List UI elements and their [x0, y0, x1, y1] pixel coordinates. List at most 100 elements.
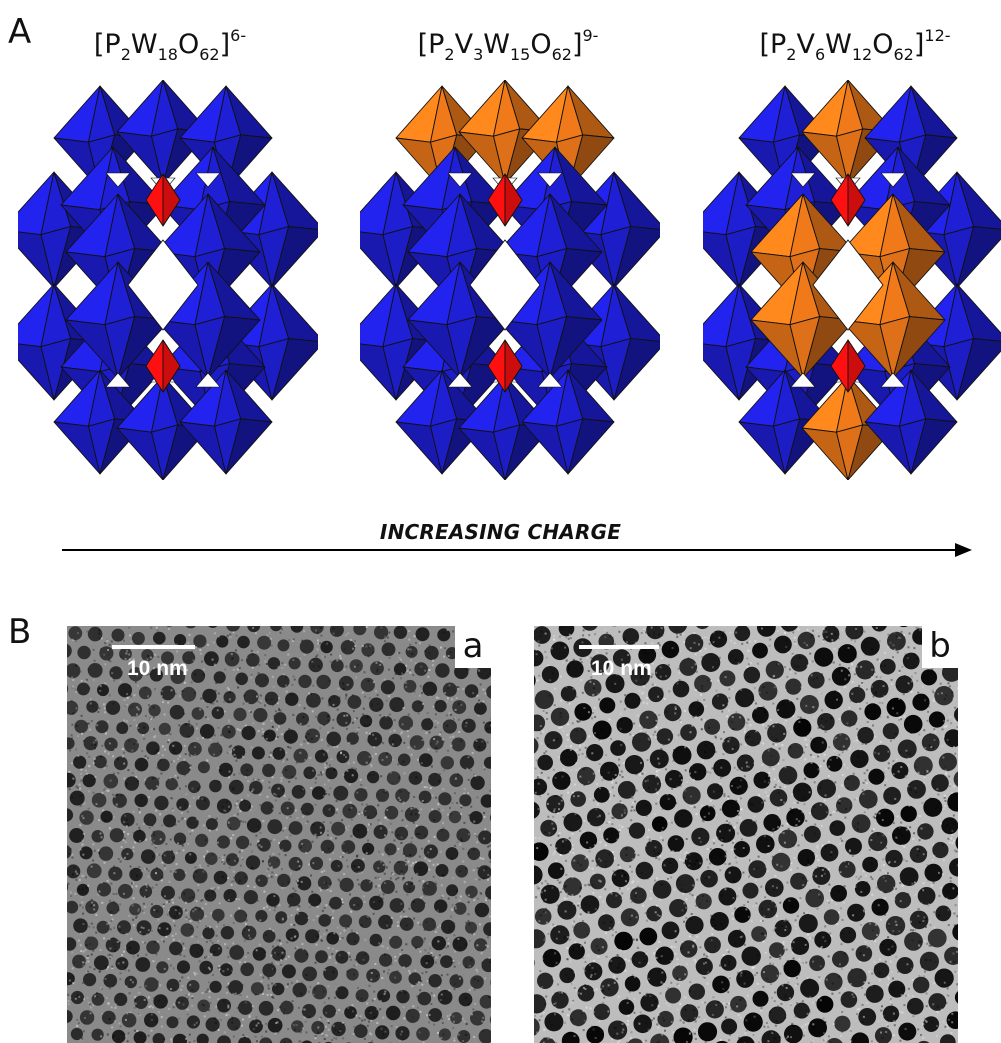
pore	[605, 674, 625, 694]
pore	[374, 626, 389, 640]
pore	[805, 888, 824, 908]
pore	[445, 847, 459, 860]
pore	[389, 898, 405, 913]
pore	[191, 707, 205, 720]
pore	[782, 897, 800, 914]
pore	[408, 972, 422, 985]
pore	[339, 877, 354, 892]
pore	[117, 683, 133, 698]
pore	[328, 695, 341, 708]
pore	[139, 885, 153, 898]
pore	[540, 819, 558, 837]
pore	[72, 954, 86, 969]
pore	[614, 931, 633, 951]
pore	[909, 845, 928, 863]
pore	[233, 707, 247, 721]
pore	[245, 855, 261, 870]
pore	[684, 852, 703, 871]
pore	[442, 719, 457, 734]
pore	[691, 827, 710, 846]
pore	[682, 786, 701, 805]
pore	[570, 791, 586, 807]
pore	[133, 1031, 147, 1043]
pore	[74, 719, 88, 734]
pore	[302, 966, 317, 982]
pore	[952, 923, 958, 941]
pore	[722, 736, 740, 754]
pore	[917, 823, 934, 840]
pore	[315, 950, 328, 964]
pore	[542, 948, 561, 968]
pore	[212, 908, 225, 922]
pore	[359, 714, 373, 728]
pore	[924, 863, 943, 882]
pore	[195, 833, 209, 847]
pore	[120, 812, 135, 827]
pore	[452, 700, 467, 715]
pore	[393, 662, 407, 676]
pore	[941, 817, 958, 835]
pore	[172, 1033, 187, 1043]
pore	[272, 982, 285, 996]
pore	[311, 786, 326, 800]
pore	[77, 682, 90, 696]
pore	[320, 640, 333, 654]
pore	[67, 937, 77, 951]
pore	[180, 888, 196, 903]
pore	[225, 853, 239, 867]
pore	[619, 846, 636, 863]
pore	[888, 980, 906, 998]
pore	[781, 626, 798, 632]
pore	[589, 873, 606, 890]
pore	[192, 868, 208, 884]
pore	[861, 922, 880, 941]
pore	[921, 733, 940, 752]
pore	[441, 919, 456, 934]
pore	[306, 693, 321, 708]
pore	[305, 929, 320, 944]
pore	[550, 641, 570, 661]
pore	[797, 849, 815, 867]
pore	[639, 927, 658, 946]
pore	[173, 832, 187, 845]
pore	[262, 929, 276, 943]
pore	[837, 644, 857, 664]
pore	[850, 749, 869, 769]
pore	[928, 993, 947, 1011]
pore	[486, 685, 491, 699]
pore	[814, 931, 832, 949]
pore	[710, 912, 729, 931]
pore	[907, 780, 926, 799]
pore	[569, 727, 587, 745]
pore	[416, 1027, 430, 1041]
pore	[350, 858, 365, 873]
pore	[395, 1026, 410, 1041]
pore	[640, 993, 659, 1012]
pore	[758, 899, 778, 919]
pore	[873, 744, 891, 762]
pore	[437, 989, 453, 1005]
pore	[586, 744, 604, 762]
pore	[708, 848, 727, 866]
pore	[534, 801, 540, 819]
pore	[721, 799, 740, 818]
pore	[761, 748, 780, 767]
pore	[166, 626, 173, 627]
pore	[309, 856, 324, 870]
pore	[470, 975, 484, 989]
pore	[411, 700, 424, 713]
pore	[67, 845, 72, 859]
pore	[820, 843, 839, 862]
pore	[405, 1008, 420, 1023]
pore	[632, 732, 652, 752]
pore	[761, 1030, 781, 1043]
pore	[282, 765, 297, 779]
pore	[824, 972, 843, 991]
pore	[314, 749, 328, 763]
pore	[320, 839, 335, 854]
pore	[288, 657, 301, 670]
pore	[896, 957, 914, 974]
pore	[169, 941, 183, 956]
pore	[168, 741, 183, 755]
pore	[826, 755, 843, 772]
